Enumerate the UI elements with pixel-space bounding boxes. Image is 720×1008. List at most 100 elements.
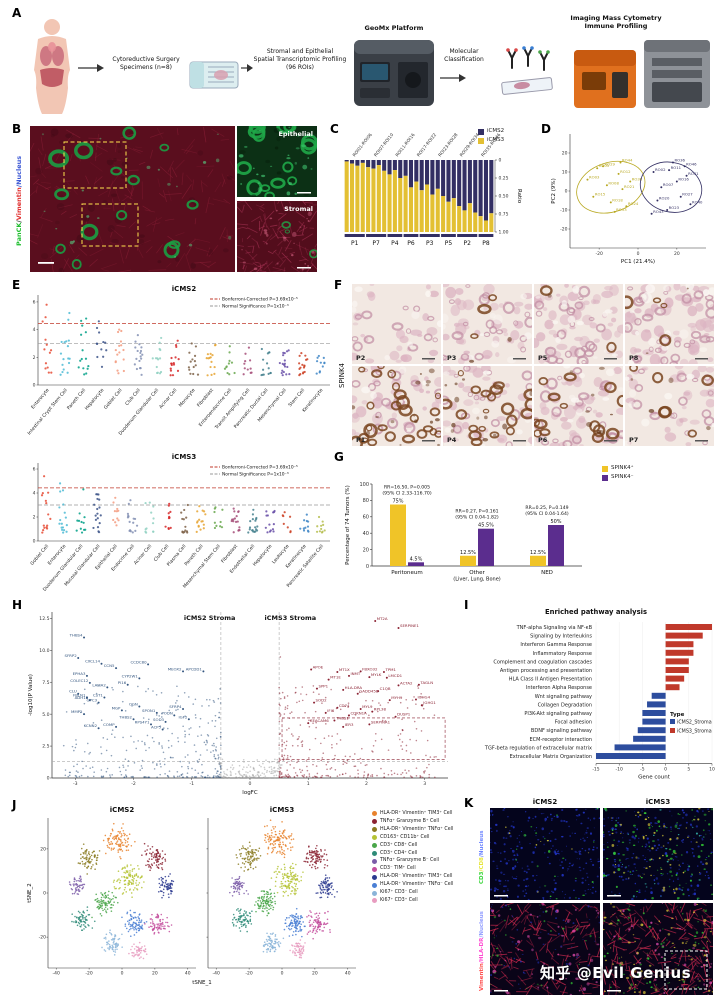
svg-text:5.0: 5.0 bbox=[42, 712, 49, 718]
svg-text:5: 5 bbox=[687, 767, 690, 773]
if-tissue-image bbox=[30, 126, 235, 272]
svg-text:Wnt signaling pathway: Wnt signaling pathway bbox=[535, 694, 592, 700]
panel-i-label: I bbox=[464, 598, 469, 612]
svg-text:APCDD1: APCDD1 bbox=[186, 666, 203, 671]
svg-text:tSNE_1: tSNE_1 bbox=[192, 980, 212, 986]
svg-text:40: 40 bbox=[345, 971, 351, 977]
svg-text:7.5: 7.5 bbox=[42, 680, 49, 686]
svg-text:iCMS2: iCMS2 bbox=[110, 806, 135, 814]
if-epithelial-inset: Epithelial bbox=[237, 126, 317, 197]
panel-j-label: J bbox=[12, 798, 17, 812]
svg-text:Interferon Gamma Response: Interferon Gamma Response bbox=[520, 642, 592, 648]
svg-text:MEOX2: MEOX2 bbox=[168, 666, 182, 671]
svg-text:(95% CI 0.04-1.82): (95% CI 0.04-1.82) bbox=[455, 515, 499, 521]
imc-col-title-icms2: iCMS2 bbox=[532, 798, 558, 806]
svg-text:20: 20 bbox=[312, 971, 318, 977]
svg-text:BDNF signaling pathway: BDNF signaling pathway bbox=[531, 728, 592, 734]
svg-text:P8: P8 bbox=[482, 240, 490, 247]
spink4-gene-label: SPINK4 bbox=[338, 362, 346, 388]
stain-channel-label: PanCK/Vimentin/Nucleus bbox=[15, 155, 23, 247]
svg-text:4: 4 bbox=[33, 491, 36, 497]
svg-text:Other: Other bbox=[469, 570, 485, 576]
svg-text:P1: P1 bbox=[351, 240, 359, 247]
svg-text:Normal Significance P=1x10⁻³: Normal Significance P=1x10⁻³ bbox=[222, 304, 289, 310]
spink4-bar-chart: 0 20 40 60 80 100 Percentage of 74 Tumors (%) 7… bbox=[345, 482, 582, 583]
svg-text:P2: P2 bbox=[356, 354, 365, 362]
svg-text:ROI23-ROI28: ROI23-ROI28 bbox=[437, 132, 459, 158]
ihc-image-P1: P1 bbox=[352, 366, 441, 446]
svg-text:100: 100 bbox=[359, 482, 369, 488]
svg-text:RR=0.25, P=0.149: RR=0.25, P=0.149 bbox=[525, 505, 568, 511]
svg-text:IGHG4: IGHG4 bbox=[417, 694, 430, 699]
svg-text:CDKN1A: CDKN1A bbox=[351, 710, 368, 715]
svg-text:2: 2 bbox=[33, 355, 36, 361]
svg-text:Monocyte: Monocyte bbox=[178, 387, 197, 408]
ihc-image-P3: P3 bbox=[443, 284, 532, 364]
patient-body-icon bbox=[34, 19, 70, 114]
svg-text:-20: -20 bbox=[560, 227, 567, 233]
spink4-legend: SPINK4⁺ SPINK4⁻ bbox=[602, 464, 634, 483]
svg-text:CCN5: CCN5 bbox=[104, 663, 115, 668]
tsne-cluster-legend: HLA-DR⁺ Vimentin⁺ TIM3⁺ Cell TNFα⁺ Granzy… bbox=[372, 810, 466, 905]
svg-text:Fibroblast: Fibroblast bbox=[196, 387, 215, 408]
cell-enrichment-plot-icms2: iCMS2 0 2 4 6 Bonferroni-Corrected P=3.69x10⁻… bbox=[26, 285, 330, 437]
svg-text:SFRP2: SFRP2 bbox=[64, 653, 77, 658]
svg-text:80: 80 bbox=[363, 498, 369, 504]
svg-text:FBXO32: FBXO32 bbox=[362, 666, 378, 671]
step-classification-label: Molecular Classification bbox=[444, 48, 484, 63]
svg-text:RO08: RO08 bbox=[608, 180, 619, 185]
svg-text:RO02: RO02 bbox=[655, 167, 666, 172]
svg-text:20: 20 bbox=[152, 971, 158, 977]
svg-text:45.5%: 45.5% bbox=[478, 523, 494, 529]
svg-text:-40: -40 bbox=[213, 971, 220, 977]
svg-text:OGN: OGN bbox=[129, 701, 138, 706]
svg-text:Type: Type bbox=[670, 712, 685, 718]
svg-text:SPON1: SPON1 bbox=[142, 708, 156, 713]
svg-text:MMP2: MMP2 bbox=[71, 709, 83, 714]
svg-text:-3: -3 bbox=[73, 781, 78, 787]
svg-text:-1: -1 bbox=[189, 781, 194, 787]
svg-text:0.25: 0.25 bbox=[499, 176, 509, 182]
svg-text:RO12: RO12 bbox=[620, 169, 631, 174]
imc-image-3 bbox=[603, 903, 713, 995]
pca-plot: -20 -10 0 10 20 -20 0 20 PC1 (21.4%) PC2 (9%) RO03… bbox=[551, 134, 706, 265]
svg-text:Ratio: Ratio bbox=[516, 189, 522, 204]
svg-text:12.5: 12.5 bbox=[39, 616, 49, 622]
svg-text:0.75: 0.75 bbox=[499, 212, 509, 218]
volcano-plot: 0 2.5 5.0 7.5 10.0 12.5 -3 -2 -1 0 1 2 3 logFC -log10(… bbox=[28, 612, 448, 796]
svg-text:10: 10 bbox=[709, 767, 715, 773]
svg-text:CEACAM6: CEACAM6 bbox=[310, 718, 330, 723]
svg-text:Club Cell: Club Cell bbox=[153, 543, 171, 562]
svg-text:iCMS3: iCMS3 bbox=[270, 806, 295, 814]
svg-text:6: 6 bbox=[33, 300, 36, 306]
svg-text:iCMS3 Stroma: iCMS3 Stroma bbox=[265, 614, 317, 622]
svg-text:iCMS3_Stroma: iCMS3_Stroma bbox=[677, 729, 712, 735]
svg-text:iCMS2_Stroma: iCMS2_Stroma bbox=[677, 720, 712, 726]
svg-text:-2: -2 bbox=[131, 781, 136, 787]
svg-text:Collagen Degradation: Collagen Degradation bbox=[538, 702, 592, 708]
svg-text:RO38: RO38 bbox=[632, 177, 643, 182]
panel-a-label: A bbox=[12, 6, 22, 20]
svg-text:RR=0.27, P=0.161: RR=0.27, P=0.161 bbox=[455, 509, 498, 515]
svg-text:IGF2: IGF2 bbox=[178, 714, 187, 719]
if-stromal-inset: Stromal bbox=[237, 201, 317, 272]
svg-text:RR=16.50, P=0.005: RR=16.50, P=0.005 bbox=[384, 485, 430, 491]
tissue-cassette-icon bbox=[189, 61, 239, 89]
arrow-icon bbox=[440, 74, 466, 82]
svg-text:iCMS3: iCMS3 bbox=[172, 453, 197, 461]
svg-text:SFRP4: SFRP4 bbox=[169, 704, 182, 709]
svg-text:HLA-DRA: HLA-DRA bbox=[345, 685, 363, 690]
geomx-platform-label: GeoMx Platform bbox=[364, 24, 424, 32]
svg-text:P3: P3 bbox=[426, 240, 434, 247]
svg-text:Focal adhesion: Focal adhesion bbox=[555, 720, 592, 726]
svg-text:0: 0 bbox=[33, 539, 36, 545]
svg-text:(95% CI 0.04-1.64): (95% CI 0.04-1.64) bbox=[525, 511, 569, 517]
svg-text:ADH1B: ADH1B bbox=[75, 695, 89, 700]
svg-text:RO05: RO05 bbox=[599, 163, 610, 168]
svg-text:RO27: RO27 bbox=[682, 192, 693, 197]
imc-profiling-label: Imaging Mass Cytometry Immune Profiling bbox=[570, 14, 662, 31]
svg-text:40: 40 bbox=[185, 971, 191, 977]
svg-text:0: 0 bbox=[47, 776, 50, 782]
svg-text:PODN: PODN bbox=[161, 710, 172, 715]
imc-image-grid bbox=[490, 808, 713, 995]
